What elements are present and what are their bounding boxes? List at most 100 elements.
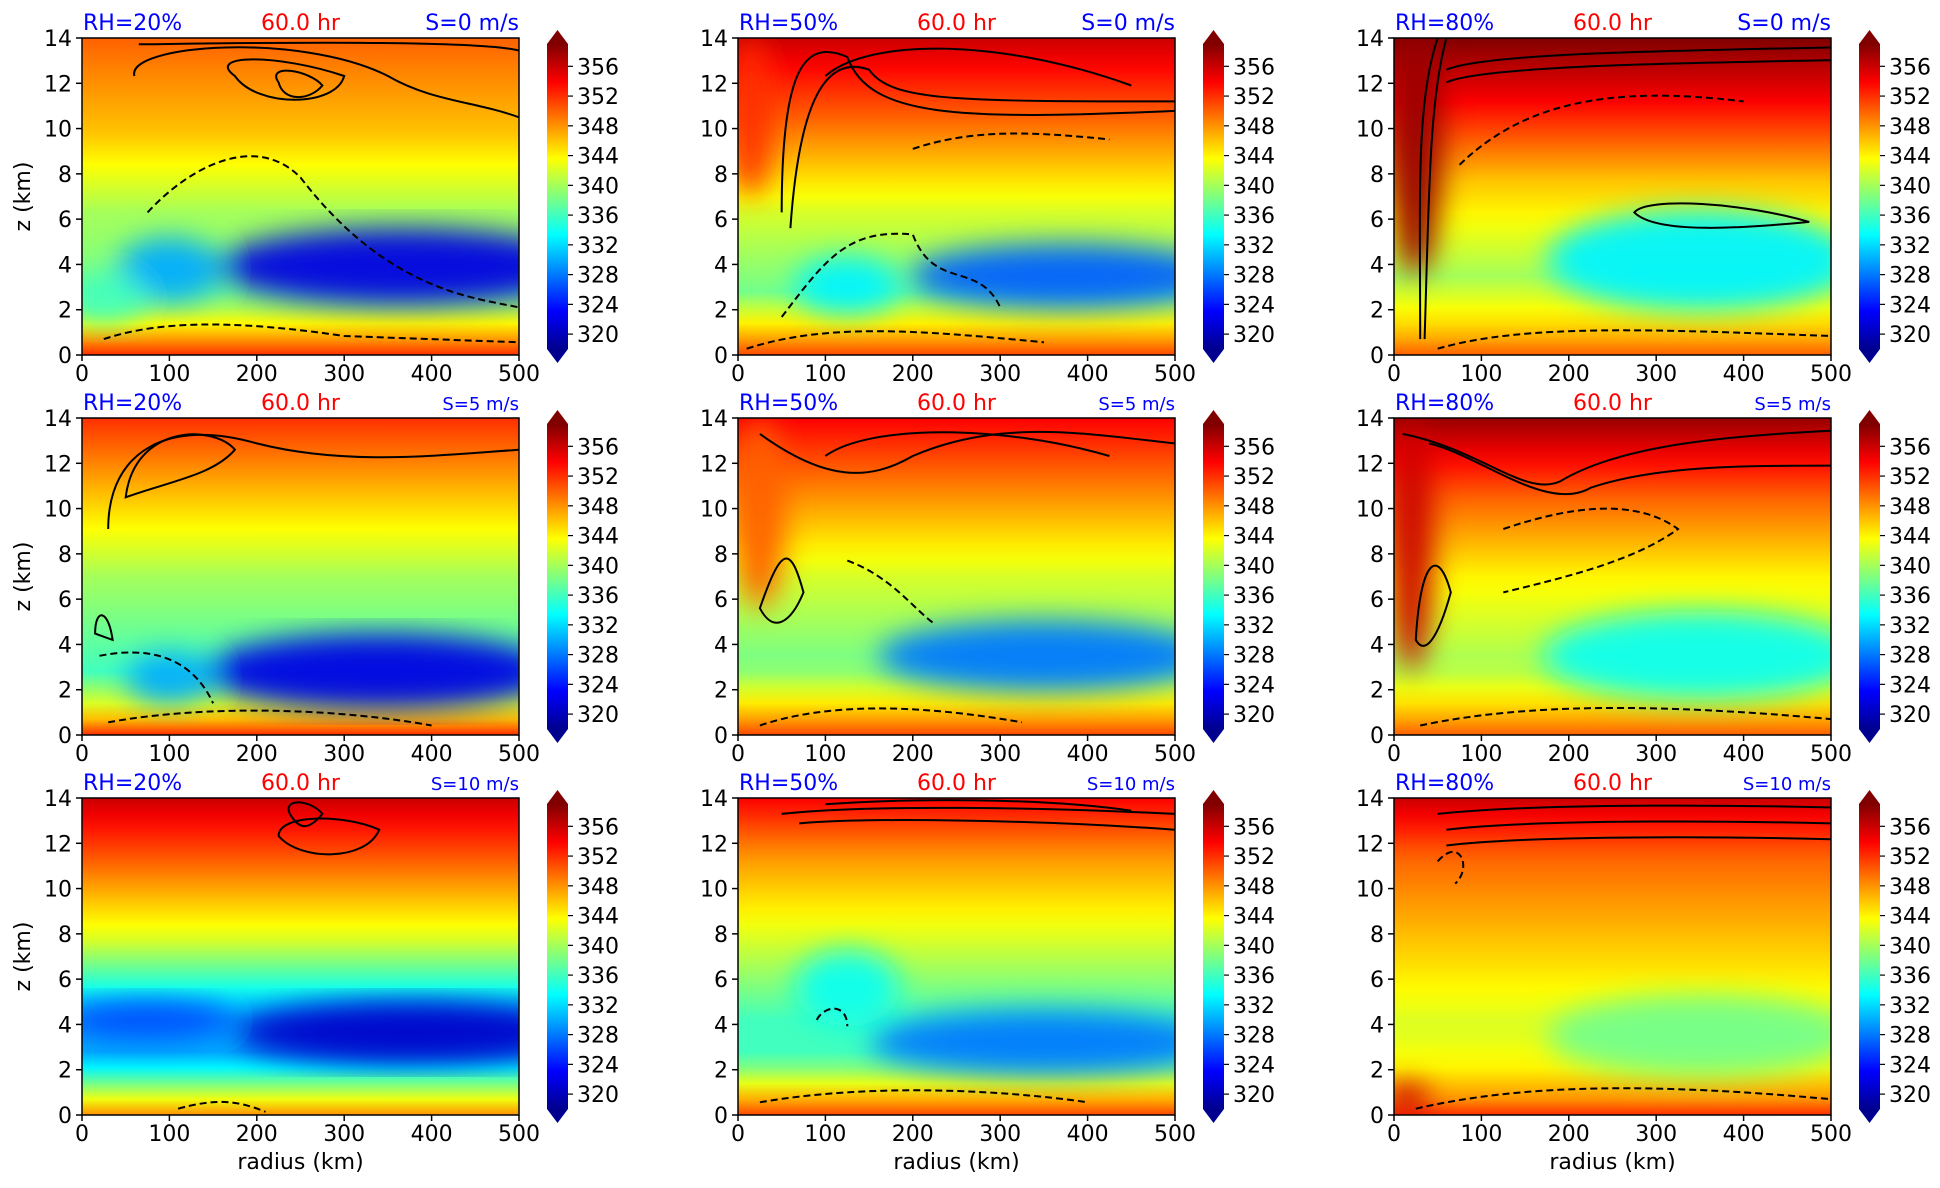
x-tick-label: 200	[892, 742, 934, 767]
x-tick-label: 300	[1635, 362, 1677, 387]
colorbar-body	[1859, 424, 1880, 729]
colorbar-tick-label: 352	[1889, 85, 1931, 110]
solid-contour	[277, 817, 381, 856]
colorbar-extend-bottom	[547, 1109, 568, 1123]
colorbar-extend-top	[1203, 410, 1224, 424]
axes-frame	[737, 797, 1176, 1116]
y-tick-label: 10	[44, 498, 72, 523]
solid-contour	[799, 819, 1175, 831]
heatmap-blob	[82, 272, 148, 324]
x-tick-label: 300	[323, 742, 365, 767]
solid-contour	[133, 46, 519, 119]
colorbar-tick-label: 348	[1233, 115, 1275, 140]
x-tick-label: 100	[1460, 742, 1502, 767]
rh-label: RH=50%	[739, 11, 838, 36]
y-tick-label: 14	[1356, 787, 1384, 812]
colorbar-extend-top	[1859, 30, 1880, 44]
colorbar-tick-label: 356	[577, 55, 619, 80]
colorbar-body	[547, 804, 568, 1109]
solid-contour	[758, 557, 805, 624]
colorbar-tick-label: 324	[1889, 1053, 1931, 1078]
dashed-contour	[912, 132, 1110, 150]
field-6	[1394, 418, 1831, 735]
colorbar-tick-label: 320	[1889, 703, 1931, 728]
heatmap-blob	[82, 1000, 235, 1039]
x-tick-label: 100	[804, 742, 846, 767]
solid-contour	[1446, 820, 1831, 831]
time-label: 60.0 hr	[261, 391, 341, 416]
colorbar-tick-label: 344	[1889, 905, 1931, 930]
y-axis-label: z (km)	[11, 922, 36, 992]
colorbar-extend-top	[547, 30, 568, 44]
x-tick-label: 0	[75, 362, 89, 387]
y-tick-label: 8	[714, 923, 728, 948]
colorbar-tick-label: 324	[1233, 1053, 1275, 1078]
y-axis-label: z (km)	[11, 162, 36, 232]
colorbar-extend-top	[1203, 30, 1224, 44]
time-label: 60.0 hr	[261, 11, 341, 36]
panel-7: 0 100 200 300 400 500 0 2 4 6 8 10 12 14 z (km) radius …	[11, 771, 619, 1175]
colorbar-tick-label: 332	[577, 614, 619, 639]
colorbar-tick-label: 356	[1889, 55, 1931, 80]
colorbar-tick-label: 344	[1233, 525, 1275, 550]
colorbar-body	[1203, 804, 1224, 1109]
x-tick-label: 0	[1387, 742, 1401, 767]
x-tick-label: 100	[148, 742, 190, 767]
colorbar-tick-label: 340	[1889, 554, 1931, 579]
y-tick-label: 14	[700, 787, 728, 812]
colorbar-tick-label: 320	[1889, 323, 1931, 348]
x-tick-label: 400	[411, 742, 453, 767]
field-3	[1394, 38, 1831, 355]
colorbar-tick-label: 320	[577, 1083, 619, 1108]
colorbar-4: 320 324 328 332 336 340 344 348 352 356	[547, 410, 619, 743]
axes-frame	[737, 417, 1176, 736]
solid-contour	[1437, 804, 1831, 815]
rh-label: RH=50%	[739, 771, 838, 796]
colorbar-tick-label: 352	[1233, 85, 1275, 110]
x-tick-label: 400	[1723, 1122, 1765, 1147]
colorbar-tick-label: 328	[577, 264, 619, 289]
solid-contour	[824, 47, 1132, 87]
x-tick-label: 200	[236, 362, 278, 387]
shear-label: S=10 m/s	[431, 774, 519, 795]
colorbar-tick-label: 344	[1233, 905, 1275, 930]
x-tick-label: 500	[1810, 362, 1852, 387]
colorbar-tick-label: 352	[1889, 465, 1931, 490]
dashed-contour	[103, 323, 519, 344]
dashed-contour	[815, 1007, 849, 1027]
y-axis-label: z (km)	[11, 542, 36, 612]
colorbar-tick-label: 320	[577, 703, 619, 728]
y-tick-label: 10	[1356, 118, 1384, 143]
heatmap-blob	[125, 652, 214, 704]
colorbar-tick-label: 348	[1889, 495, 1931, 520]
colorbar-tick-label: 352	[1889, 845, 1931, 870]
panel-1: 0 100 200 300 400 500 0 2 4 6 8 10 12 14 z (km) RH=20% 6…	[11, 11, 619, 387]
y-tick-label: 0	[714, 344, 728, 369]
axes-frame	[737, 37, 1176, 356]
colorbar-tick-label: 352	[577, 85, 619, 110]
colorbar-tick-label: 336	[1233, 964, 1275, 989]
y-tick-label: 10	[1356, 498, 1384, 523]
heatmap-background	[1394, 38, 1831, 355]
dashed-contour	[99, 651, 215, 704]
x-tick-label: 100	[1460, 362, 1502, 387]
colorbar-1: 320 324 328 332 336 340 344 348 352 356	[547, 30, 619, 363]
y-tick-label: 6	[58, 208, 72, 233]
solid-contour	[1446, 836, 1831, 847]
panel-4: 0 100 200 300 400 500 0 2 4 6 8 10 12 14 z (km) RH=20% 6…	[11, 391, 619, 767]
colorbar-tick-label: 336	[1233, 584, 1275, 609]
contours-2	[746, 47, 1175, 350]
y-tick-label: 12	[700, 832, 728, 857]
heatmap-blob	[235, 1000, 519, 1065]
colorbar-8: 320 324 328 332 336 340 344 348 352 356	[1203, 790, 1275, 1123]
solid-contour	[1445, 46, 1831, 71]
heatmap-background	[82, 38, 519, 355]
colorbar-tick-label: 344	[1889, 145, 1931, 170]
colorbar-tick-label: 352	[1233, 465, 1275, 490]
x-tick-label: 400	[1723, 742, 1765, 767]
contours-9	[1415, 804, 1831, 1110]
colorbar-body	[547, 424, 568, 729]
colorbar-tick-label: 340	[1233, 934, 1275, 959]
solid-contour	[1428, 442, 1831, 495]
